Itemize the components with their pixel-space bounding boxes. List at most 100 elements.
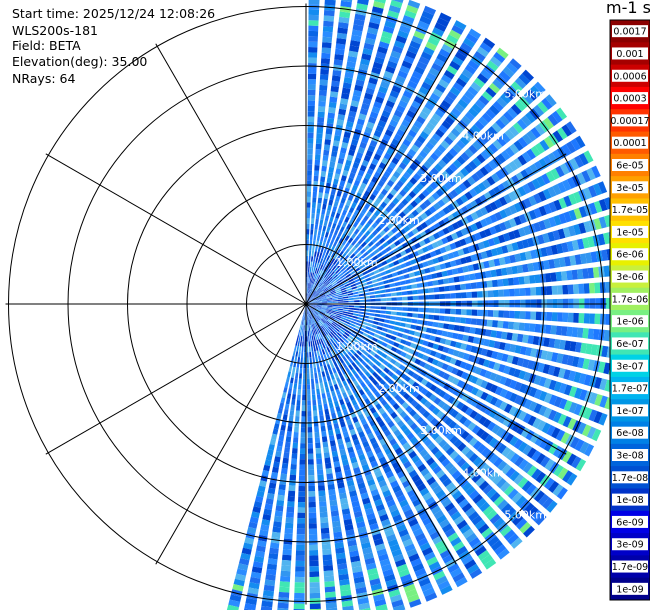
range-gate-cell [334,173,341,180]
range-gate-cell [308,9,320,16]
range-gate-cell [469,568,483,579]
range-gate-cell [326,363,332,370]
range-gate-cell [400,263,407,269]
range-gate-cell [449,260,457,267]
range-gate-cell [367,353,374,360]
range-gate-cell [346,287,352,292]
range-gate-cell [442,372,451,381]
range-gate-cell [486,176,496,186]
range-gate-cell [306,196,311,203]
range-gate-cell [297,512,306,519]
range-gate-cell [402,296,408,301]
range-gate-cell [498,414,507,424]
range-gate-cell [415,532,426,542]
azimuth-spoke [155,303,307,565]
range-gate-cell [424,592,438,602]
range-gate-cell [338,443,345,451]
range-gate-cell [376,548,388,557]
range-gate-cell [309,307,315,312]
range-gate-cell [346,265,352,271]
range-gate-cell [327,319,333,324]
range-gate-cell [309,571,320,578]
range-gate-cell [480,554,494,566]
range-gate-cell [344,353,351,360]
range-gate-cell [377,193,385,201]
range-gate-cell [412,158,421,167]
range-gate-cell [326,352,331,359]
range-gate-cell [460,167,469,177]
range-gate-cell [445,431,455,441]
range-gate-cell [297,518,306,524]
range-gate-cell [412,289,418,295]
range-gate-cell [282,543,293,550]
range-gate-cell [552,445,563,458]
range-gate-cell [317,372,322,378]
range-gate-cell [292,388,297,395]
range-gate-cell [353,209,360,216]
range-gate-cell [368,233,375,240]
range-gate-cell [306,271,308,278]
range-gate-cell [341,0,353,3]
range-gate-cell [507,533,520,545]
range-gate-cell [323,565,334,572]
range-gate-cell [429,394,437,402]
range-gate-cell [273,461,280,468]
colorbar-label: 6e-05 [616,161,643,172]
range-gate-cell [487,290,494,298]
range-gate-cell [261,469,270,477]
range-gate-cell [501,446,512,458]
range-gate-cell [360,353,367,360]
range-gate-cell [410,278,417,284]
range-gate-cell [434,108,445,118]
range-gate-cell [442,254,450,261]
range-gate-cell [367,284,374,289]
range-gate-cell [482,179,491,189]
range-gate-cell [488,360,496,370]
colorbar-label: 0.0001 [613,138,646,149]
range-gate-cell [465,449,475,459]
range-gate-cell [315,149,322,155]
range-gate-cell [465,255,473,263]
range-gate-cell [511,356,519,366]
range-gate-cell [323,236,328,243]
range-gate-cell [505,449,516,461]
range-gate-cell [455,577,468,588]
range-gate-cell [592,266,600,278]
range-gate-cell [454,103,465,113]
range-gate-cell [320,176,326,183]
range-gate-cell [406,110,416,119]
range-gate-cell [444,115,455,126]
range-gate-cell [514,381,523,392]
range-gate-cell [276,445,283,452]
range-gate-cell [419,130,429,140]
range-gate-cell [488,143,499,154]
range-gate-cell [389,438,398,446]
range-gate-cell [325,267,330,273]
range-gate-cell [489,201,498,211]
range-gate-cell [441,363,449,371]
range-gate-cell [299,362,303,369]
range-gate-cell [453,20,467,31]
range-gate-cell [434,421,443,430]
range-gate-cell [525,311,531,320]
range-gate-cell [504,390,513,401]
range-gate-cell [326,255,331,262]
range-gate-cell [433,202,441,211]
range-gate-cell [341,246,347,253]
range-gate-cell [317,366,321,373]
range-gate-cell [446,90,458,101]
range-gate-cell [553,214,562,226]
range-gate-cell [348,406,355,414]
range-gate-cell [398,364,406,371]
range-gate-cell [550,244,559,255]
range-gate-cell [307,319,310,326]
range-gate-cell [415,276,422,283]
range-gate-cell [555,165,565,178]
range-gate-cell [307,432,313,438]
range-gate-cell [359,219,366,227]
range-gate-cell [371,106,381,114]
range-gate-cell [359,164,367,172]
range-gate-cell [466,395,475,405]
range-gate-cell [337,438,344,445]
range-gate-cell [273,423,280,430]
